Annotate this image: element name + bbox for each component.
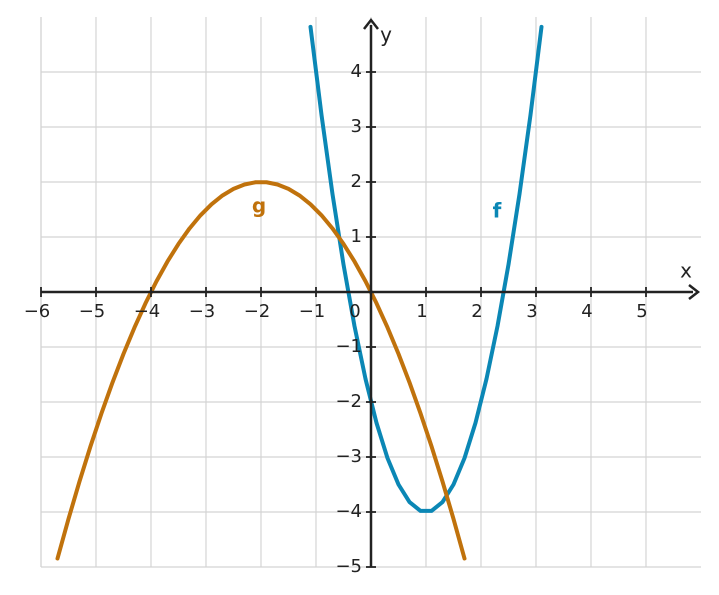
curve-name: f [493, 199, 502, 223]
x-tick-label: −1 [299, 301, 326, 322]
y-tick-label: 2 [351, 171, 362, 192]
axes: −6 −5 −4 −3 −2 −1 0 1 2 3 4 5 −5 −4 −3 −2 −1 1 2 3 4 x y f g [24, 17, 701, 577]
x-tick-label: −6 [24, 301, 51, 322]
x-tick-label: 2 [471, 301, 482, 322]
y-axis-label: y [380, 23, 392, 47]
x-tick-label: 0 [349, 301, 360, 322]
x-arrow [688, 284, 701, 300]
y-arrow [363, 17, 379, 30]
y-tick-label: −1 [335, 336, 362, 357]
curves [55, 24, 544, 561]
x-tick-label: −2 [244, 301, 271, 322]
y-tick-label: 4 [351, 61, 362, 82]
y-tick-label: −5 [335, 556, 362, 577]
x-axis-label: x [680, 259, 692, 283]
x-tick-label: 3 [526, 301, 537, 322]
x-tick-label: 5 [636, 301, 647, 322]
x-tick-label: −3 [189, 301, 216, 322]
curve-name: g [252, 194, 266, 218]
y-tick-label: 1 [351, 226, 362, 247]
y-tick-label: −3 [335, 446, 362, 467]
x-tick-label: 1 [416, 301, 427, 322]
x-tick-label: −4 [134, 301, 161, 322]
y-tick-label: −2 [335, 391, 362, 412]
y-tick-label: −4 [335, 501, 362, 522]
x-tick-label: 4 [581, 301, 592, 322]
curve [55, 180, 467, 561]
x-tick-label: −5 [79, 301, 106, 322]
curve [308, 24, 544, 513]
y-tick-label: 3 [351, 116, 362, 137]
